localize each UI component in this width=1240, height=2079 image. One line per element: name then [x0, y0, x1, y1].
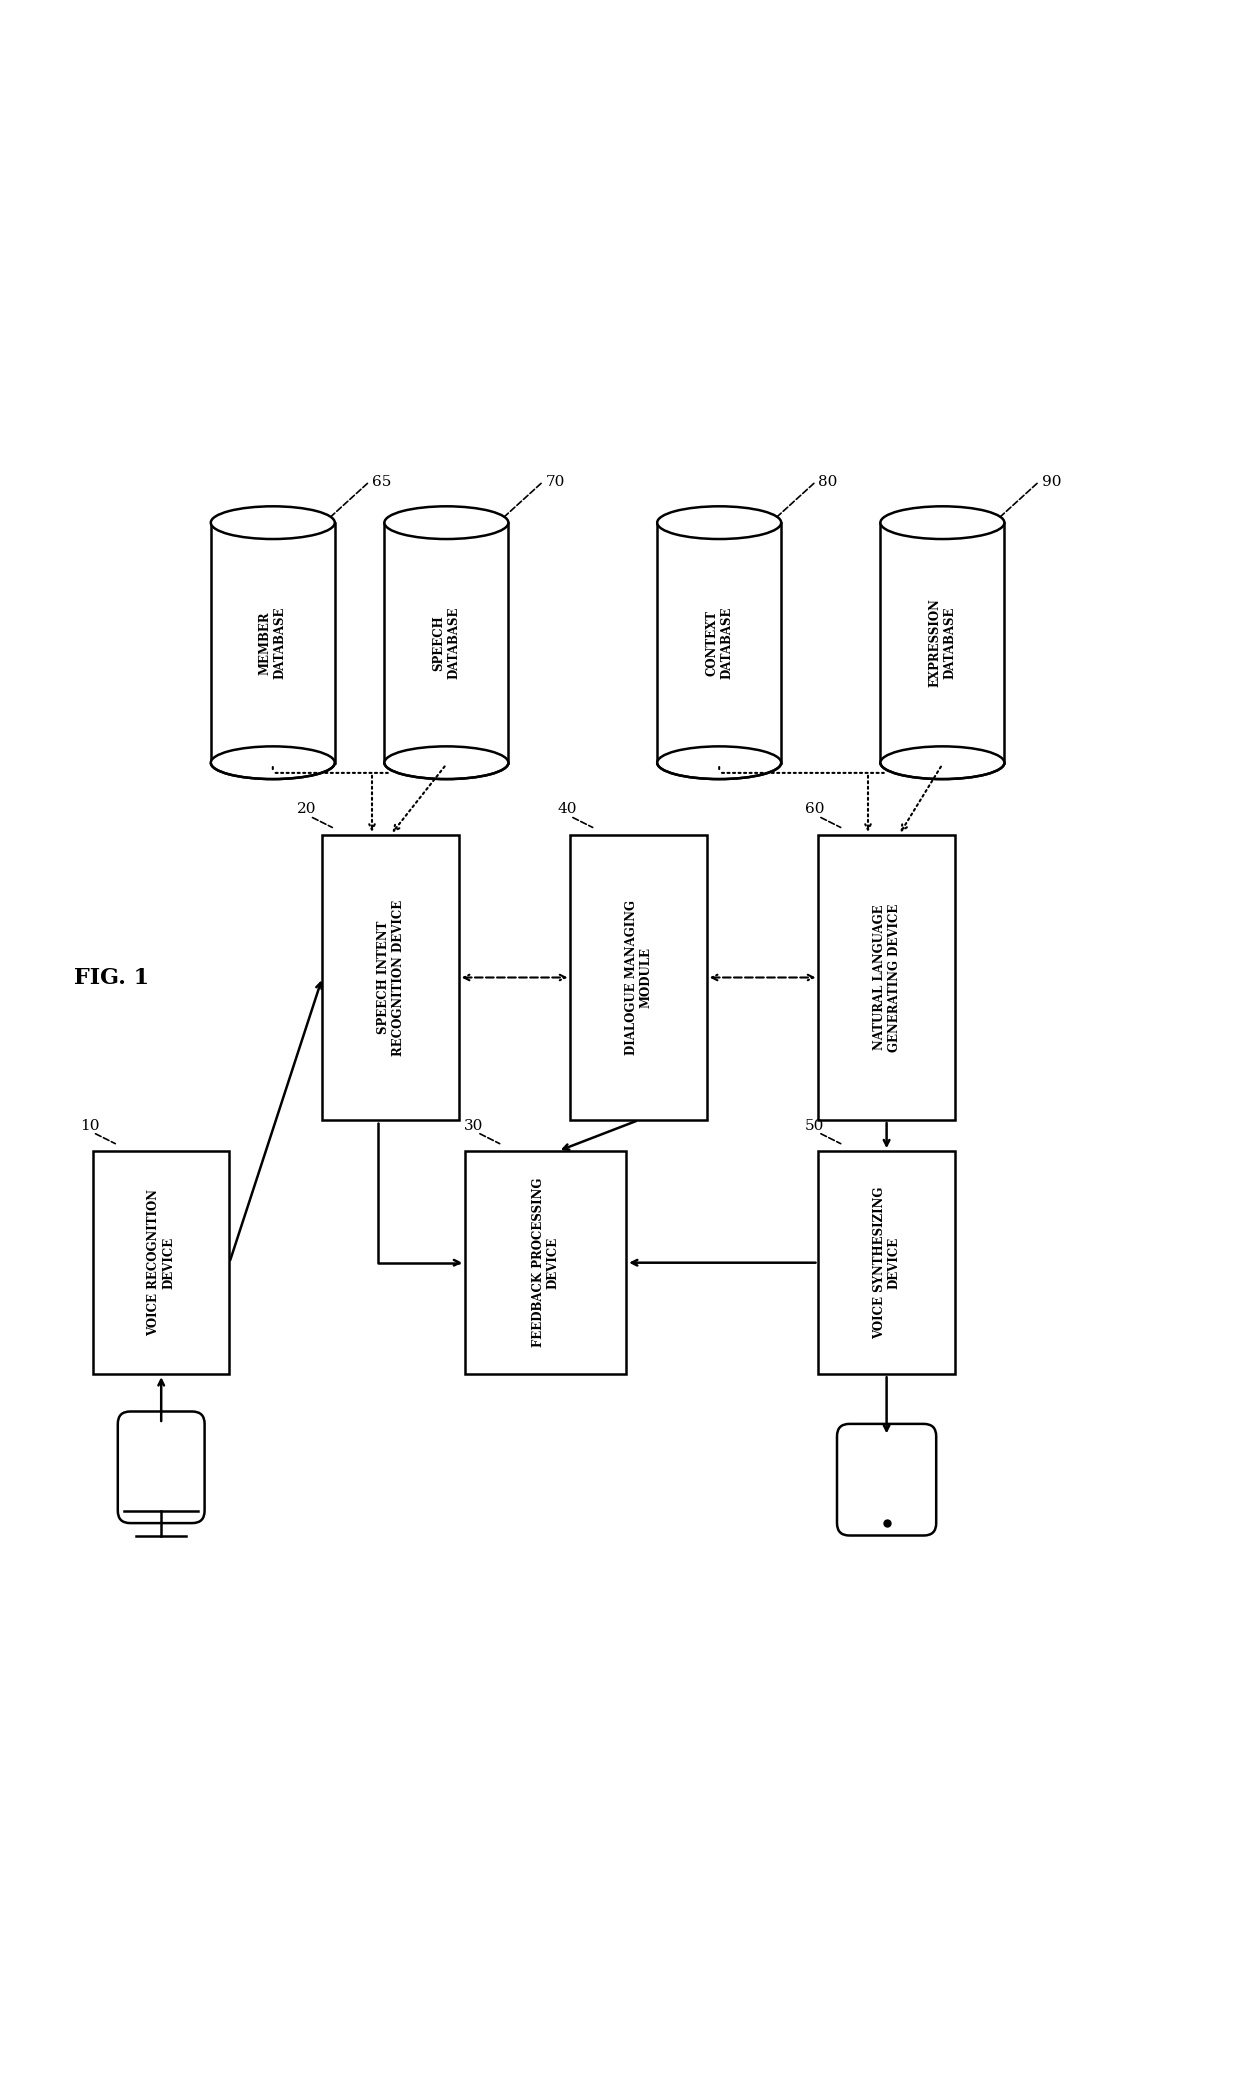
FancyBboxPatch shape: [818, 1152, 955, 1374]
Text: 20: 20: [296, 802, 316, 817]
Text: CONTEXT
DATABASE: CONTEXT DATABASE: [706, 607, 733, 680]
Ellipse shape: [880, 746, 1004, 780]
Ellipse shape: [657, 746, 781, 780]
Ellipse shape: [880, 507, 1004, 538]
FancyBboxPatch shape: [880, 522, 1004, 763]
Text: SPEECH
DATABASE: SPEECH DATABASE: [433, 607, 460, 680]
Text: 30: 30: [464, 1119, 484, 1133]
Text: 80: 80: [818, 474, 838, 489]
Text: FEEDBACK PROCESSING
DEVICE: FEEDBACK PROCESSING DEVICE: [532, 1179, 559, 1347]
Text: 70: 70: [546, 474, 565, 489]
Text: 65: 65: [372, 474, 392, 489]
Text: VOICE RECOGNITION
DEVICE: VOICE RECOGNITION DEVICE: [148, 1189, 175, 1337]
FancyBboxPatch shape: [837, 1424, 936, 1536]
Ellipse shape: [384, 746, 508, 780]
FancyBboxPatch shape: [322, 836, 459, 1121]
Text: MEMBER
DATABASE: MEMBER DATABASE: [259, 607, 286, 680]
Ellipse shape: [211, 507, 335, 538]
FancyBboxPatch shape: [465, 1152, 626, 1374]
Text: 90: 90: [1042, 474, 1061, 489]
FancyBboxPatch shape: [118, 1412, 205, 1524]
FancyBboxPatch shape: [93, 1152, 229, 1374]
FancyBboxPatch shape: [211, 522, 335, 763]
Text: 10: 10: [79, 1119, 99, 1133]
Text: EXPRESSION
DATABASE: EXPRESSION DATABASE: [929, 599, 956, 688]
FancyBboxPatch shape: [384, 522, 508, 763]
Text: 60: 60: [805, 802, 825, 817]
Text: 50: 50: [805, 1119, 825, 1133]
Text: SPEECH INTENT
RECOGNITION DEVICE: SPEECH INTENT RECOGNITION DEVICE: [377, 900, 404, 1056]
FancyBboxPatch shape: [570, 836, 707, 1121]
FancyBboxPatch shape: [818, 836, 955, 1121]
Ellipse shape: [211, 746, 335, 780]
Text: FIG. 1: FIG. 1: [74, 967, 150, 988]
Ellipse shape: [657, 507, 781, 538]
Text: NATURAL LANGUAGE
GENERATING DEVICE: NATURAL LANGUAGE GENERATING DEVICE: [873, 902, 900, 1052]
Text: 40: 40: [557, 802, 577, 817]
Text: DIALOGUE MANAGING
MODULE: DIALOGUE MANAGING MODULE: [625, 900, 652, 1054]
Ellipse shape: [384, 507, 508, 538]
FancyBboxPatch shape: [657, 522, 781, 763]
Text: VOICE SYNTHESIZING
DEVICE: VOICE SYNTHESIZING DEVICE: [873, 1187, 900, 1339]
